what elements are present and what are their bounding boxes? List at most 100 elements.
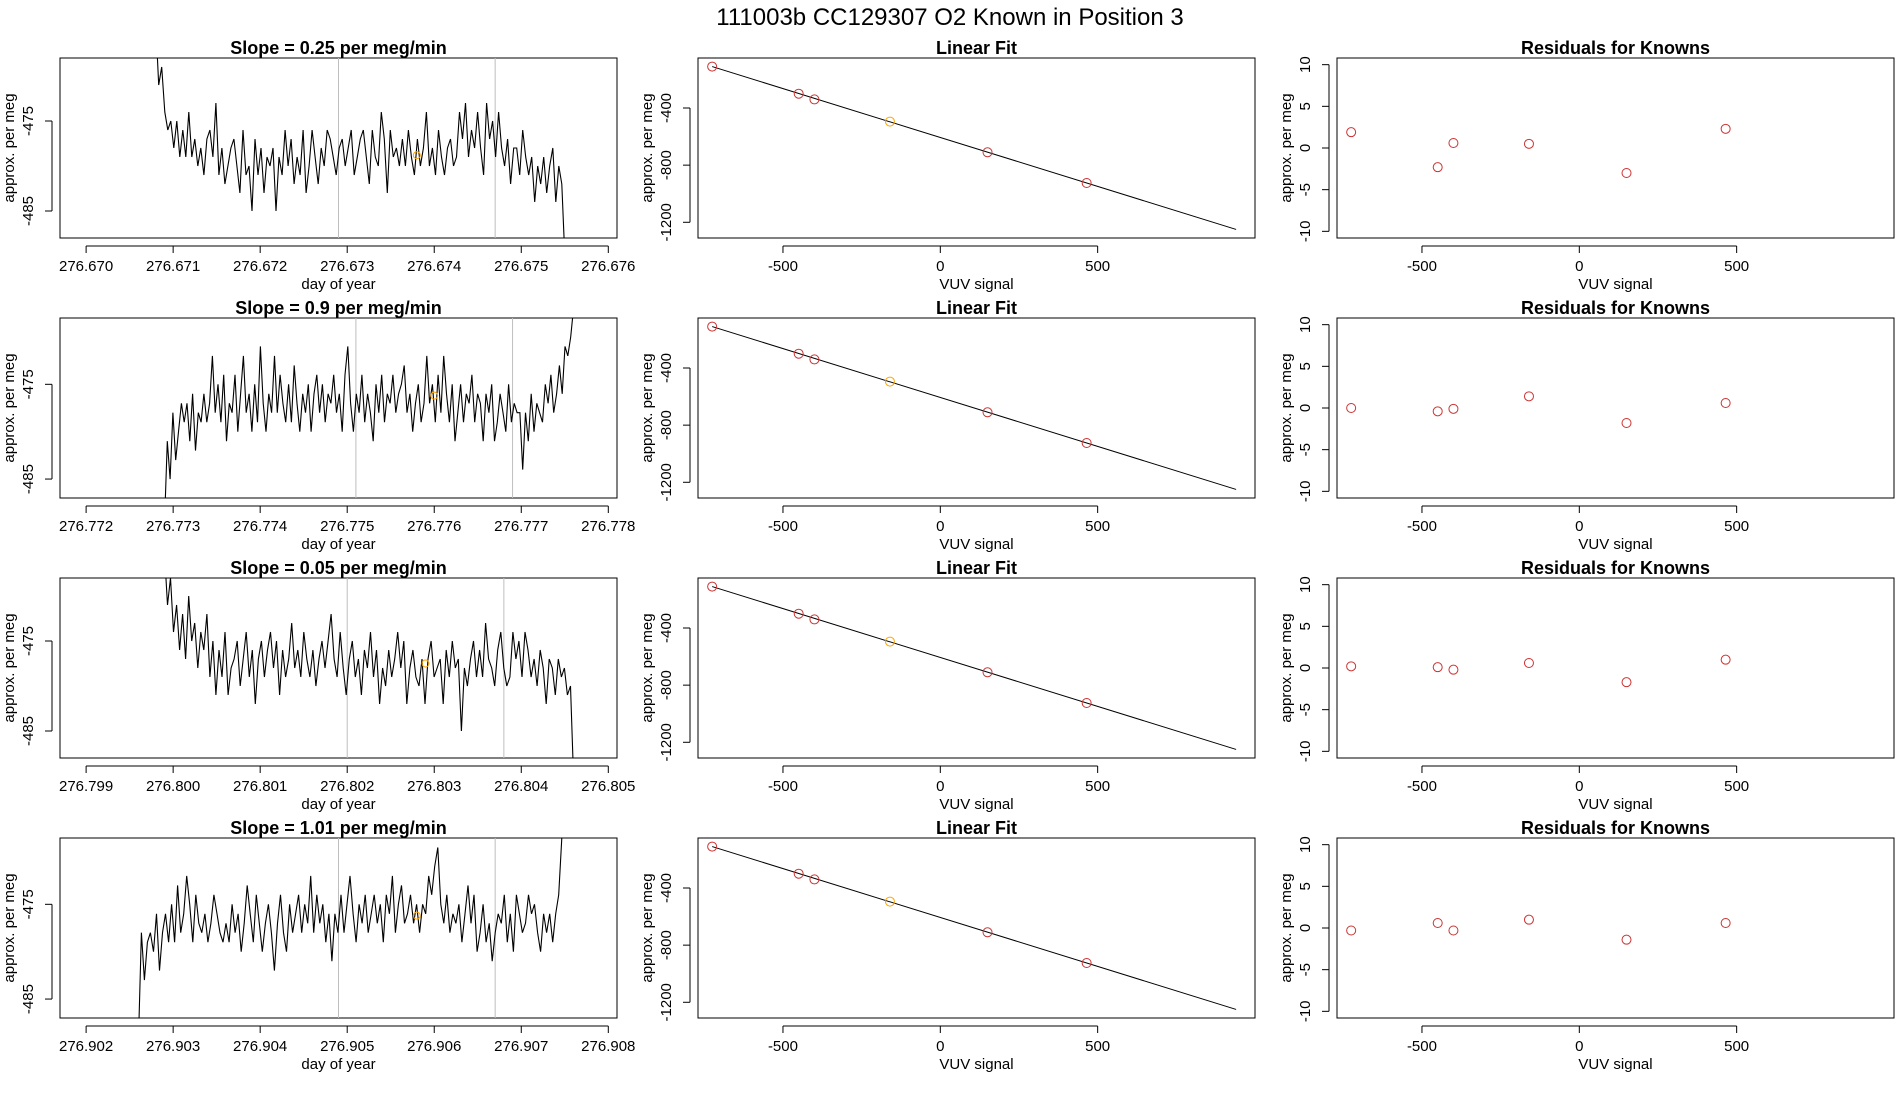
x-tick-label: 0 [1575,1038,1583,1055]
x-axis-label: VUV signal [1578,796,1652,813]
y-tick-label: -10 [1297,220,1314,242]
x-tick-label: 276.805 [581,778,635,795]
data-point [1432,662,1443,673]
y-axis-label: approx. per meg [639,873,656,982]
data-point [809,354,820,365]
x-tick-label: 0 [936,518,944,535]
data-point [793,88,804,99]
data-point [1720,398,1731,408]
data-point [1448,403,1459,414]
series-line [156,58,565,238]
plot-area [707,61,1237,230]
y-tick-label: -5 [1297,703,1314,716]
x-axis-label: VUV signal [1578,276,1652,293]
y-tick-label: 0 [1297,664,1314,672]
x-tick-label: 0 [1575,518,1583,535]
plot-area [1346,391,1731,428]
data-point [1448,664,1459,675]
data-point [707,581,718,592]
fit-line [712,586,1237,750]
data-point [1523,138,1534,149]
panel-1-3: Residuals for Knowns VUV signal approx. pe… [1278,38,1895,293]
panel-3-1: Slope = 0.05 per meg/min day of year appro… [1,558,635,813]
x-tick-label: 276.777 [494,518,548,535]
plot-area [1346,914,1731,945]
panel-title: Linear Fit [936,818,1017,838]
data-point [982,147,993,158]
data-point [1448,138,1459,148]
x-tick-label: 276.675 [494,258,548,275]
y-tick-label: -10 [1297,740,1314,762]
x-tick-label: 276.903 [146,1038,200,1055]
known-position-point [884,896,895,907]
x-tick-label: 276.800 [146,778,200,795]
y-tick-label: -400 [658,613,675,643]
panel-2-1: Slope = 0.9 per meg/min day of year approx… [1,298,635,553]
data-point [1346,127,1357,138]
fit-line [712,66,1237,230]
data-point [1523,658,1534,668]
x-tick-label: -500 [1407,1038,1437,1055]
plot-area [165,578,574,758]
data-point [982,667,993,678]
panel-grid: Slope = 0.25 per meg/min day of year appro… [1,38,1895,1073]
panel-title: Slope = 0.05 per meg/min [230,558,447,578]
x-tick-label: 500 [1085,258,1110,275]
x-tick-label: 500 [1085,778,1110,795]
plot-frame [697,837,1256,1019]
y-tick-label: -485 [20,716,37,746]
x-tick-label: -500 [1407,778,1437,795]
y-axis-label: approx. per meg [1278,873,1295,982]
plot-area [1346,123,1731,178]
fit-line [712,846,1237,1010]
data-point [1346,403,1357,413]
known-position-point [412,911,421,920]
data-point [1621,418,1632,428]
data-point [982,927,993,938]
y-tick-label: -800 [658,410,675,440]
x-tick-label: 276.776 [407,518,461,535]
y-axis-label: approx. per meg [1278,353,1295,462]
y-tick-label: 0 [1297,144,1314,152]
panel-title: Linear Fit [936,38,1017,58]
y-axis-label: approx. per meg [1278,613,1295,722]
y-tick-label: 5 [1297,622,1314,630]
x-axis-label: day of year [301,796,375,813]
x-tick-label: 276.774 [233,518,287,535]
data-point [1081,438,1092,448]
y-tick-label: -400 [658,353,675,383]
plot-frame [697,577,1256,759]
x-tick-label: 500 [1724,518,1749,535]
plot-frame [1336,317,1895,499]
x-tick-label: 276.674 [407,258,461,275]
y-tick-label: -1200 [658,463,675,501]
panel-title: Residuals for Knowns [1521,38,1710,58]
figure-title: 111003b CC129307 O2 Known in Position 3 [716,4,1183,31]
data-point [809,874,820,885]
series-line [164,318,574,498]
x-tick-label: -500 [768,258,798,275]
data-point [809,614,820,625]
y-tick-label: -1200 [658,723,675,761]
y-tick-label: -800 [658,670,675,700]
y-tick-label: -10 [1297,1000,1314,1022]
y-axis-label: approx. per meg [639,613,656,722]
fit-line [712,326,1237,490]
x-tick-label: -500 [1407,518,1437,535]
y-tick-label: -10 [1297,480,1314,502]
x-tick-label: 276.673 [320,258,374,275]
x-tick-label: 500 [1085,1038,1110,1055]
x-tick-label: 500 [1724,258,1749,275]
y-tick-label: -400 [658,873,675,903]
data-point [707,841,718,852]
x-tick-label: 500 [1724,1038,1749,1055]
x-tick-label: -500 [768,518,798,535]
x-tick-label: 0 [1575,258,1583,275]
panel-4-3: Residuals for Knowns VUV signal approx. pe… [1278,818,1895,1073]
x-tick-label: 276.672 [233,258,287,275]
panel-4-1: Slope = 1.01 per meg/min day of year appro… [1,818,635,1073]
y-axis-label: approx. per meg [1,353,18,462]
data-point [793,868,804,879]
plot-area [138,838,563,1018]
